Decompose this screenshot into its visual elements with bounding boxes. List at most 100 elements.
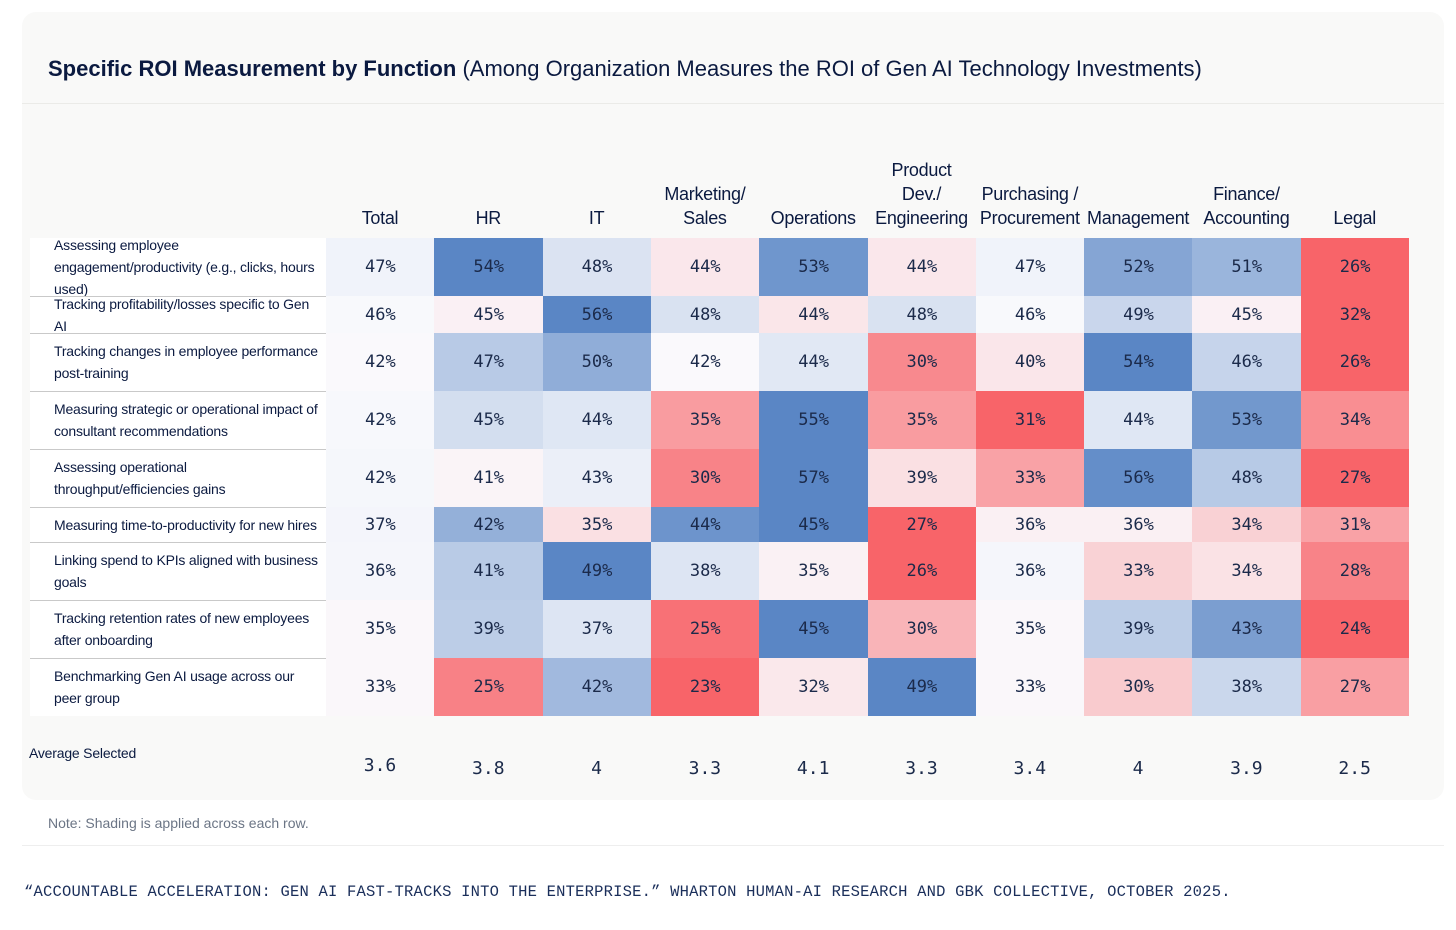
- row-divider: [30, 600, 326, 601]
- row-label-0: Assessing employee engagement/productivi…: [30, 237, 326, 297]
- heatmap-cell: 30%: [867, 333, 977, 391]
- heatmap-cell: 45%: [759, 507, 868, 542]
- heatmap-cell: 33%: [1084, 542, 1193, 600]
- average-value-9: 2.5: [1338, 758, 1371, 779]
- heatmap-cell: 49%: [867, 658, 977, 716]
- average-value-2: 4: [591, 758, 603, 779]
- heatmap-cell: 47%: [326, 238, 435, 296]
- chart-title-bold: Specific ROI Measurement by Function: [48, 56, 457, 81]
- heatmap-cell: 42%: [542, 658, 652, 716]
- heatmap-cell: 35%: [326, 600, 435, 658]
- heatmap-cell: 56%: [1084, 449, 1193, 507]
- heatmap-cell: 53%: [759, 238, 868, 296]
- column-header-9: Legal: [1333, 208, 1376, 228]
- column-header-6: Purchasing / Procurement: [979, 184, 1080, 228]
- average-value-3: 3.3: [688, 758, 722, 779]
- heatmap-cell: 36%: [975, 507, 1085, 542]
- heatmap-cell: 45%: [434, 391, 544, 449]
- heatmap-cell: 35%: [759, 542, 868, 600]
- heatmap-cell: 54%: [434, 238, 544, 296]
- row-divider: [30, 391, 326, 392]
- column-header-2: IT: [588, 208, 605, 228]
- average-value-5: 3.3: [905, 758, 938, 779]
- row-label-5: Measuring time-to-productivity for new h…: [30, 507, 326, 542]
- source-citation: “ACCOUNTABLE ACCELERATION: GEN AI FAST-T…: [24, 883, 1231, 901]
- heatmap-cell: 40%: [975, 333, 1085, 391]
- column-header-1: HR: [475, 208, 502, 228]
- heatmap-cell: 25%: [434, 658, 544, 716]
- heatmap-cell: 38%: [1192, 658, 1302, 716]
- row-divider: [30, 658, 326, 659]
- heatmap-cell: 35%: [542, 507, 652, 542]
- heatmap-cell: 48%: [867, 296, 977, 333]
- heatmap-cell: 52%: [1084, 238, 1193, 296]
- heatmap-cell: 31%: [1300, 507, 1410, 542]
- column-header-7: Management: [1087, 208, 1190, 228]
- heatmap-cell: 32%: [759, 658, 868, 716]
- heatmap-cell: 27%: [867, 507, 977, 542]
- heatmap-cell: 49%: [1084, 296, 1193, 333]
- heatmap-cell: 46%: [975, 296, 1085, 333]
- column-header-5: Product Dev./ Engineering: [875, 160, 968, 228]
- heatmap-cell: 26%: [1300, 238, 1410, 296]
- heatmap-cell: 48%: [1192, 449, 1302, 507]
- row-label-4: Assessing operational throughput/efficie…: [30, 449, 326, 507]
- column-header-3: Marketing/ Sales: [664, 184, 746, 228]
- heatmap-cell: 37%: [542, 600, 652, 658]
- row-label-3: Measuring strategic or operational impac…: [30, 391, 326, 449]
- column-header-0: Total: [361, 208, 399, 228]
- heatmap-cell: 34%: [1192, 542, 1302, 600]
- heatmap-cell: 34%: [1192, 507, 1302, 542]
- heatmap-cell: 23%: [650, 658, 760, 716]
- heatmap-cell: 36%: [975, 542, 1085, 600]
- heatmap-cell: 53%: [1192, 391, 1302, 449]
- heatmap-cell: 45%: [759, 600, 868, 658]
- heatmap-cell: 33%: [975, 658, 1085, 716]
- heatmap-cell: 43%: [1192, 600, 1302, 658]
- heatmap-cell: 39%: [867, 449, 977, 507]
- heatmap-cell: 46%: [326, 296, 435, 333]
- heatmap-cell: 33%: [326, 658, 435, 716]
- heatmap-cell: 44%: [1084, 391, 1193, 449]
- title-bar: Specific ROI Measurement by Function (Am…: [22, 12, 1444, 104]
- column-header-8: Finance/ Accounting: [1203, 184, 1290, 228]
- heatmap-cell: 25%: [650, 600, 760, 658]
- heatmap-cell: 44%: [650, 238, 760, 296]
- heatmap-cell: 27%: [1300, 658, 1410, 716]
- average-value-1: 3.8: [472, 758, 505, 779]
- heatmap-cell: 57%: [759, 449, 868, 507]
- average-value-4: 4.1: [796, 758, 830, 779]
- heatmap-cell: 42%: [650, 333, 760, 391]
- heatmap-cell: 33%: [975, 449, 1085, 507]
- row-label-6: Linking spend to KPIs aligned with busin…: [30, 542, 326, 600]
- heatmap-cell: 35%: [975, 600, 1085, 658]
- heatmap-cell: 54%: [1084, 333, 1193, 391]
- average-value-8: 3.9: [1230, 758, 1263, 779]
- heatmap-cell: 27%: [1300, 449, 1410, 507]
- average-value-6: 3.4: [1013, 758, 1047, 779]
- heatmap-cell: 56%: [542, 296, 652, 333]
- shading-note: Note: Shading is applied across each row…: [48, 815, 309, 831]
- row-label-8: Benchmarking Gen AI usage across our pee…: [30, 658, 326, 716]
- average-selected-label: Average Selected: [29, 745, 137, 761]
- heatmap-cell: 35%: [867, 391, 977, 449]
- heatmap-cell: 30%: [867, 600, 977, 658]
- column-header-4: Operations: [770, 208, 856, 228]
- chart-title-subtitle: (Among Organization Measures the ROI of …: [462, 56, 1202, 81]
- heatmap-cell: 44%: [867, 238, 977, 296]
- heatmap-cell: 42%: [326, 449, 435, 507]
- heatmap-cell: 47%: [975, 238, 1085, 296]
- heatmap-cell: 24%: [1300, 600, 1410, 658]
- row-label-7: Tracking retention rates of new employee…: [30, 600, 326, 658]
- heatmap-cell: 48%: [650, 296, 760, 333]
- heatmap-cell: 48%: [542, 238, 652, 296]
- heatmap-cell: 31%: [975, 391, 1085, 449]
- heatmap-cell: 43%: [542, 449, 652, 507]
- heatmap-cell: 46%: [1192, 333, 1302, 391]
- heatmap-cell: 44%: [650, 507, 760, 542]
- heatmap-cell: 50%: [542, 333, 652, 391]
- heatmap-cell: 45%: [1192, 296, 1302, 333]
- heatmap-cell: 55%: [759, 391, 868, 449]
- heatmap-cell: 37%: [326, 507, 435, 542]
- row-divider: [30, 542, 326, 543]
